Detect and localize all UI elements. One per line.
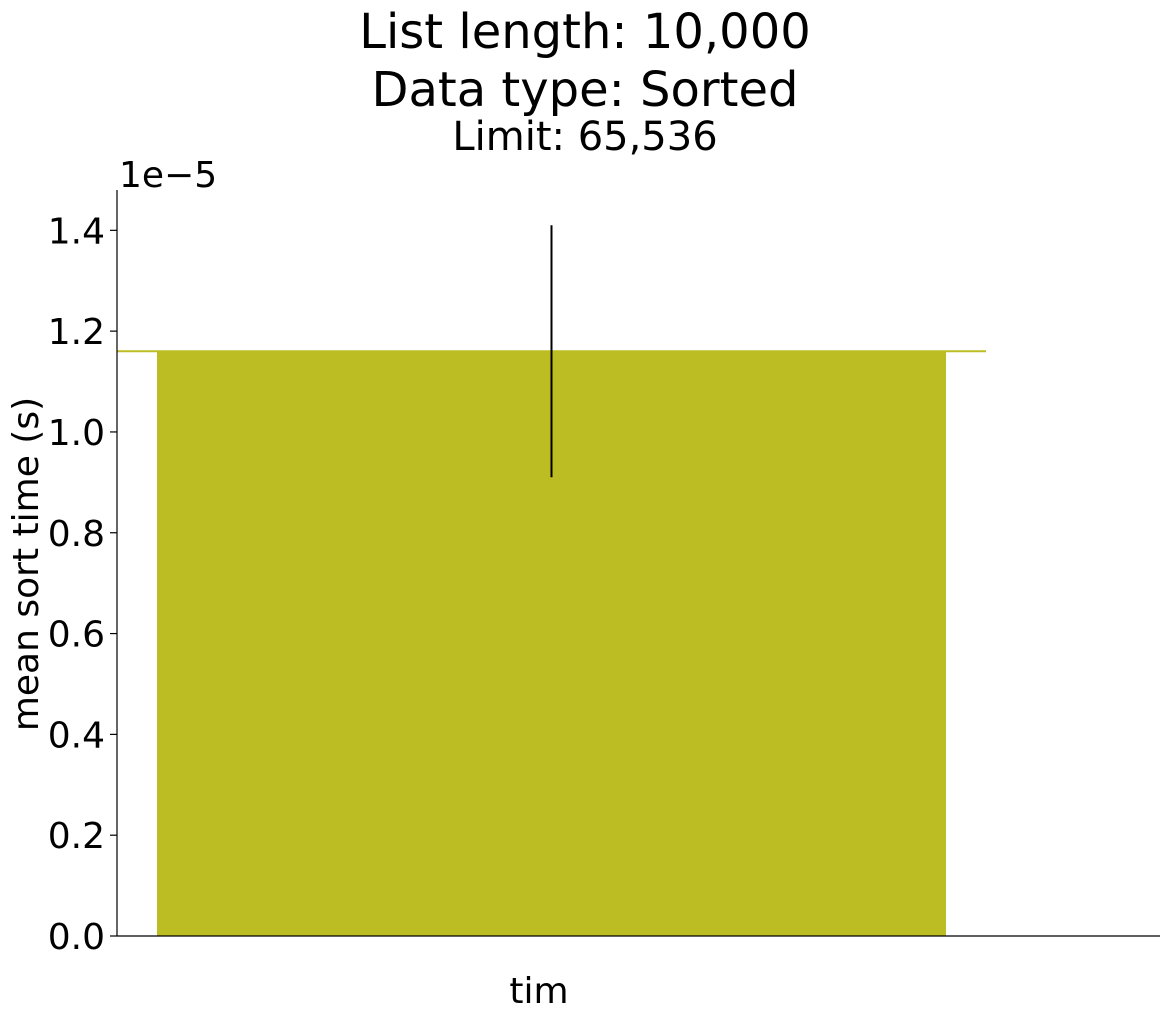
y-tick-label: 0.0 [48, 917, 105, 958]
y-tick-label: 0.4 [48, 715, 105, 756]
y-axis-offset-label: 1e−5 [119, 155, 217, 196]
y-tick-label: 1.0 [48, 413, 105, 454]
axes-layer [116, 190, 1160, 937]
y-tick-label: 0.2 [48, 816, 105, 857]
x-ticks: tim [509, 971, 568, 1012]
y-tick-label: 0.6 [48, 615, 105, 656]
y-tick-label: 1.2 [48, 312, 105, 353]
y-tick-label: 1.4 [48, 211, 105, 252]
y-ticks: 0.0 0.2 0.4 0.6 0.8 1.0 1.2 1.4 [48, 211, 117, 958]
y-tick-label: 0.8 [48, 514, 105, 555]
chart-subtitle-limit: Limit: 65,536 [452, 114, 718, 160]
y-axis-label: mean sort time (s) [6, 397, 47, 731]
chart-title: List length: 10,000 [359, 4, 811, 60]
chart-subtitle: Data type: Sorted [371, 62, 799, 118]
x-tick-label: tim [509, 971, 568, 1012]
